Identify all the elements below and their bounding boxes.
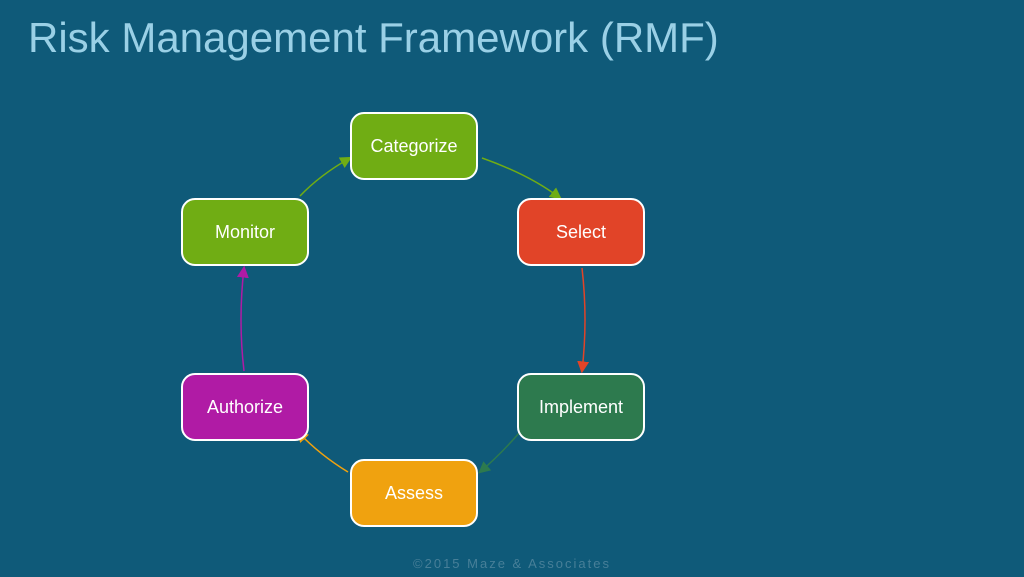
arrow-categorize-to-select: [482, 158, 560, 198]
arrow-assess-to-authorize: [298, 432, 348, 472]
cycle-node-implement: Implement: [517, 373, 645, 441]
cycle-node-select: Select: [517, 198, 645, 266]
cycle-node-assess: Assess: [350, 459, 478, 527]
arrow-authorize-to-monitor: [241, 268, 244, 371]
cycle-node-monitor: Monitor: [181, 198, 309, 266]
slide: Risk Management Framework (RMF) ©2015 Ma…: [0, 0, 1024, 577]
arrow-monitor-to-categorize: [300, 158, 350, 196]
slide-title: Risk Management Framework (RMF): [28, 14, 719, 62]
cycle-arrows: [0, 0, 1024, 577]
cycle-node-authorize: Authorize: [181, 373, 309, 441]
arrow-implement-to-assess: [480, 432, 520, 472]
cycle-node-categorize: Categorize: [350, 112, 478, 180]
footer-copyright: ©2015 Maze & Associates: [0, 556, 1024, 571]
arrow-select-to-implement: [582, 268, 585, 371]
